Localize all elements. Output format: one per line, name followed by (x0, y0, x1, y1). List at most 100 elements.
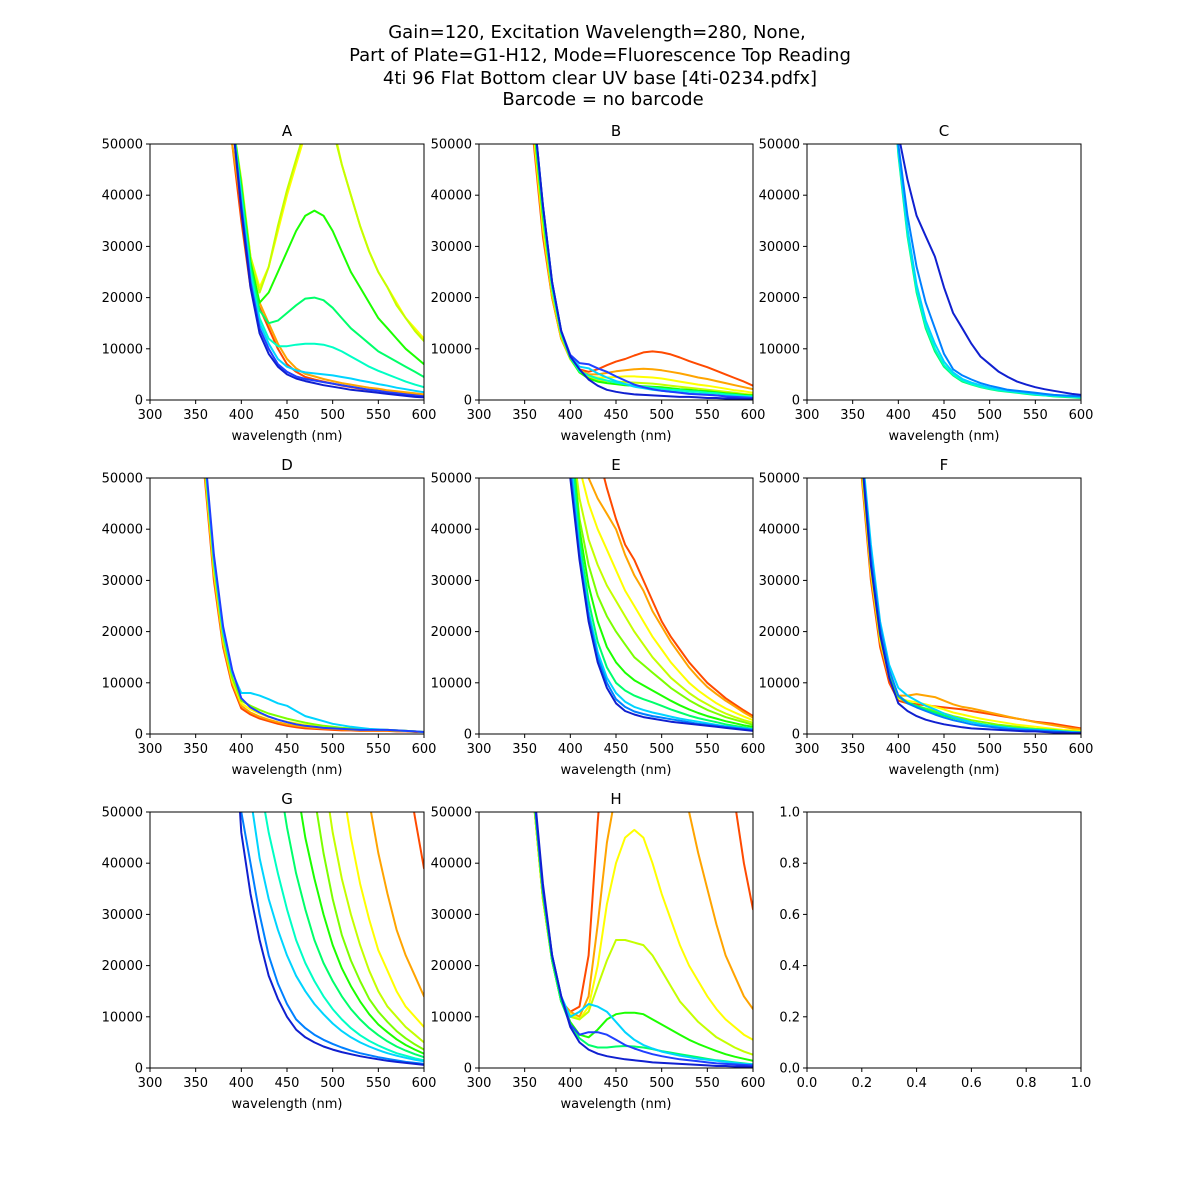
figure-title-line-2: Part of Plate=G1-H12, Mode=Fluorescence … (349, 45, 851, 66)
subplot-a: 300 350 400 450 500 550 600 0 10000 20000 30000 400… (102, 122, 437, 444)
subplot-title: C (939, 122, 949, 140)
series-line-e-6 (573, 478, 753, 728)
x-tick-label: 500 (320, 742, 345, 757)
series-group (203, 478, 424, 733)
y-tick-label: 20000 (431, 291, 472, 306)
y-tick-label: 40000 (431, 857, 472, 872)
y-tick-label: 50000 (759, 472, 800, 487)
x-axis-label: wavelength (nm) (889, 429, 1000, 444)
y-tick-label: 30000 (431, 908, 472, 923)
x-axis-label: wavelength (nm) (889, 763, 1000, 778)
x-tick-label: 300 (795, 408, 820, 423)
x-tick-label: 550 (366, 742, 391, 757)
y-tick-label: 0 (792, 394, 800, 409)
y-tick-label: 0 (135, 1062, 143, 1077)
y-tick-label: 20000 (102, 959, 143, 974)
series-line-e-7 (573, 478, 753, 730)
x-tick-label: 300 (138, 742, 163, 757)
x-tick-label: 300 (467, 408, 492, 423)
x-tick-label: 500 (320, 1076, 345, 1091)
y-tick-label: 20000 (759, 291, 800, 306)
series-line-b-9 (535, 144, 753, 400)
y-tick-label: 0 (464, 394, 472, 409)
series-group (896, 144, 1081, 399)
x-tick-label: 550 (366, 1076, 391, 1091)
x-tick-label: 600 (741, 408, 766, 423)
x-tick-label: 550 (695, 1076, 720, 1091)
x-tick-label: 400 (886, 408, 911, 423)
x-tick-label: 350 (512, 742, 537, 757)
x-tick-label: 350 (183, 408, 208, 423)
y-tick-label: 30000 (102, 574, 143, 589)
y-tick-label: 20000 (431, 959, 472, 974)
x-tick-label: 0.8 (1016, 1076, 1037, 1091)
y-tick-label: 0.6 (779, 908, 800, 923)
x-axis-label: wavelength (nm) (561, 429, 672, 444)
subplot-g: 300 350 400 450 500 550 600 0 10000 20000 30000 400… (102, 790, 437, 1112)
x-tick-label: 300 (138, 1076, 163, 1091)
series-line-f-7 (863, 478, 1081, 734)
series-line-a-2 (231, 144, 424, 396)
x-tick-label: 500 (649, 1076, 674, 1091)
subplot-b: 300 350 400 450 500 550 600 0 10000 20000 30000 400… (431, 122, 766, 444)
x-tick-label: 400 (229, 1076, 254, 1091)
y-tick-label: 50000 (431, 138, 472, 153)
subplot-empty: 0.0 0.2 0.4 0.6 0.8 1.0 0.0 0.2 0.4 0.6 0.8 1.0 (779, 806, 1091, 1092)
series-line-h-9 (535, 812, 753, 1068)
figure-title-line-3: 4ti 96 Flat Bottom clear UV base [4ti-02… (383, 68, 817, 89)
series-line-g-8 (264, 812, 424, 1062)
x-tick-label: 300 (467, 1076, 492, 1091)
series-group (231, 144, 424, 399)
x-tick-label: 0.6 (961, 1076, 982, 1091)
y-tick-label: 50000 (102, 806, 143, 821)
x-tick-label: 600 (741, 742, 766, 757)
x-tick-label: 600 (1069, 742, 1094, 757)
series-line-e-2 (587, 478, 753, 719)
series-group (532, 144, 753, 400)
y-tick-label: 50000 (102, 472, 143, 487)
x-tick-label: 600 (412, 408, 437, 423)
figure-title-line-1: Gain=120, Excitation Wavelength=280, Non… (388, 22, 806, 43)
x-tick-label: 350 (512, 1076, 537, 1091)
series-line-f-8 (862, 478, 1081, 734)
y-tick-label: 10000 (431, 676, 472, 691)
series-line-a-9 (233, 144, 424, 398)
y-tick-label: 40000 (431, 189, 472, 204)
x-tick-label: 550 (1023, 408, 1048, 423)
y-tick-label: 10000 (431, 342, 472, 357)
series-line-c-4 (897, 144, 1081, 398)
x-tick-label: 400 (558, 1076, 583, 1091)
x-tick-label: 300 (795, 742, 820, 757)
y-tick-label: 40000 (431, 523, 472, 538)
x-tick-label: 0.0 (797, 1076, 818, 1091)
series-line-g-4 (328, 812, 424, 1044)
x-tick-label: 350 (840, 408, 865, 423)
subplot-d: 300 350 400 450 500 550 600 0 10000 20000 30000 400… (102, 456, 437, 778)
subplot-title: A (282, 122, 293, 140)
subplot-h: 300 350 400 450 500 550 600 0 10000 20000 30000 400… (431, 790, 766, 1112)
series-line-d-6 (206, 478, 424, 733)
x-tick-label: 350 (512, 408, 537, 423)
y-tick-label: 30000 (102, 240, 143, 255)
x-tick-label: 550 (695, 742, 720, 757)
y-tick-label: 0.0 (779, 1062, 800, 1077)
y-tick-label: 20000 (431, 625, 472, 640)
series-line-a-10 (233, 144, 424, 399)
x-tick-label: 500 (320, 408, 345, 423)
series-line-e-9 (570, 478, 753, 731)
x-tick-label: 600 (412, 742, 437, 757)
series-group (569, 478, 753, 732)
y-tick-label: 40000 (102, 189, 143, 204)
y-tick-label: 0 (464, 1062, 472, 1077)
axes-frame (806, 811, 1082, 1069)
series-line-a-6 (234, 144, 424, 378)
series-line-g-6 (300, 812, 424, 1055)
y-tick-label: 0 (464, 728, 472, 743)
x-axis-label: wavelength (nm) (232, 763, 343, 778)
x-tick-label: 450 (932, 408, 957, 423)
series-line-g-2 (369, 812, 424, 998)
series-group (860, 478, 1081, 734)
x-tick-label: 350 (183, 1076, 208, 1091)
y-tick-label: 0.4 (779, 959, 800, 974)
x-tick-label: 400 (558, 408, 583, 423)
